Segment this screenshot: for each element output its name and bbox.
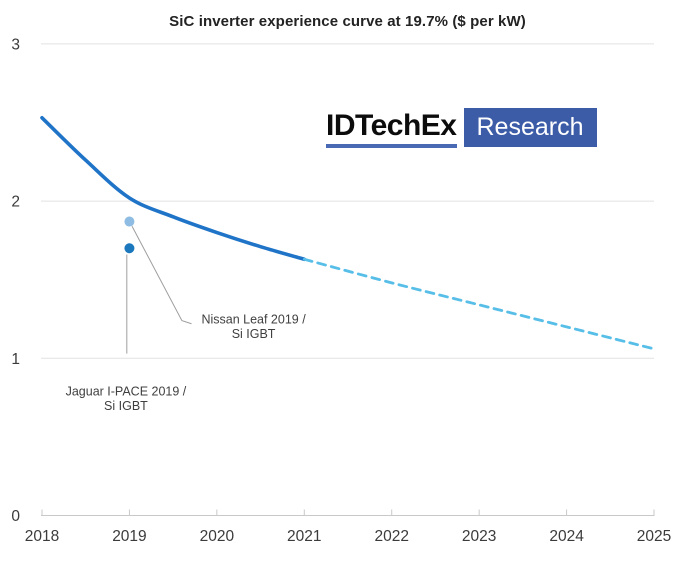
data-point: [124, 243, 135, 254]
chart-title: SiC inverter experience curve at 19.7% (…: [169, 13, 526, 30]
data-point: [124, 216, 135, 227]
annotation-label: Nissan Leaf 2019 /Si IGBT: [201, 312, 306, 341]
y-tick-label: 1: [11, 351, 20, 368]
x-tick-label: 2019: [112, 528, 146, 545]
x-tick-label: 2022: [374, 528, 408, 545]
y-tick-label: 0: [11, 508, 20, 525]
idtechex-logo-brand: IDTechEx: [326, 111, 457, 148]
idtechex-logo: IDTechEx Research: [326, 108, 597, 148]
x-tick-label: 2024: [549, 528, 584, 545]
x-tick-label: 2021: [287, 528, 321, 545]
annotation-leader-line: [131, 226, 192, 325]
y-tick-label: 2: [11, 194, 20, 211]
x-tick-label: 2018: [25, 528, 59, 545]
x-tick-label: 2025: [637, 528, 671, 545]
idtechex-logo-research-box: Research: [463, 108, 597, 147]
x-tick-label: 2020: [200, 528, 235, 545]
y-tick-label: 3: [11, 36, 20, 53]
annotation-label: Jaguar I-PACE 2019 /Si IGBT: [66, 385, 187, 414]
curve-dashed: [302, 257, 656, 351]
curve-solid: [40, 115, 307, 262]
x-tick-label: 2023: [462, 528, 496, 545]
